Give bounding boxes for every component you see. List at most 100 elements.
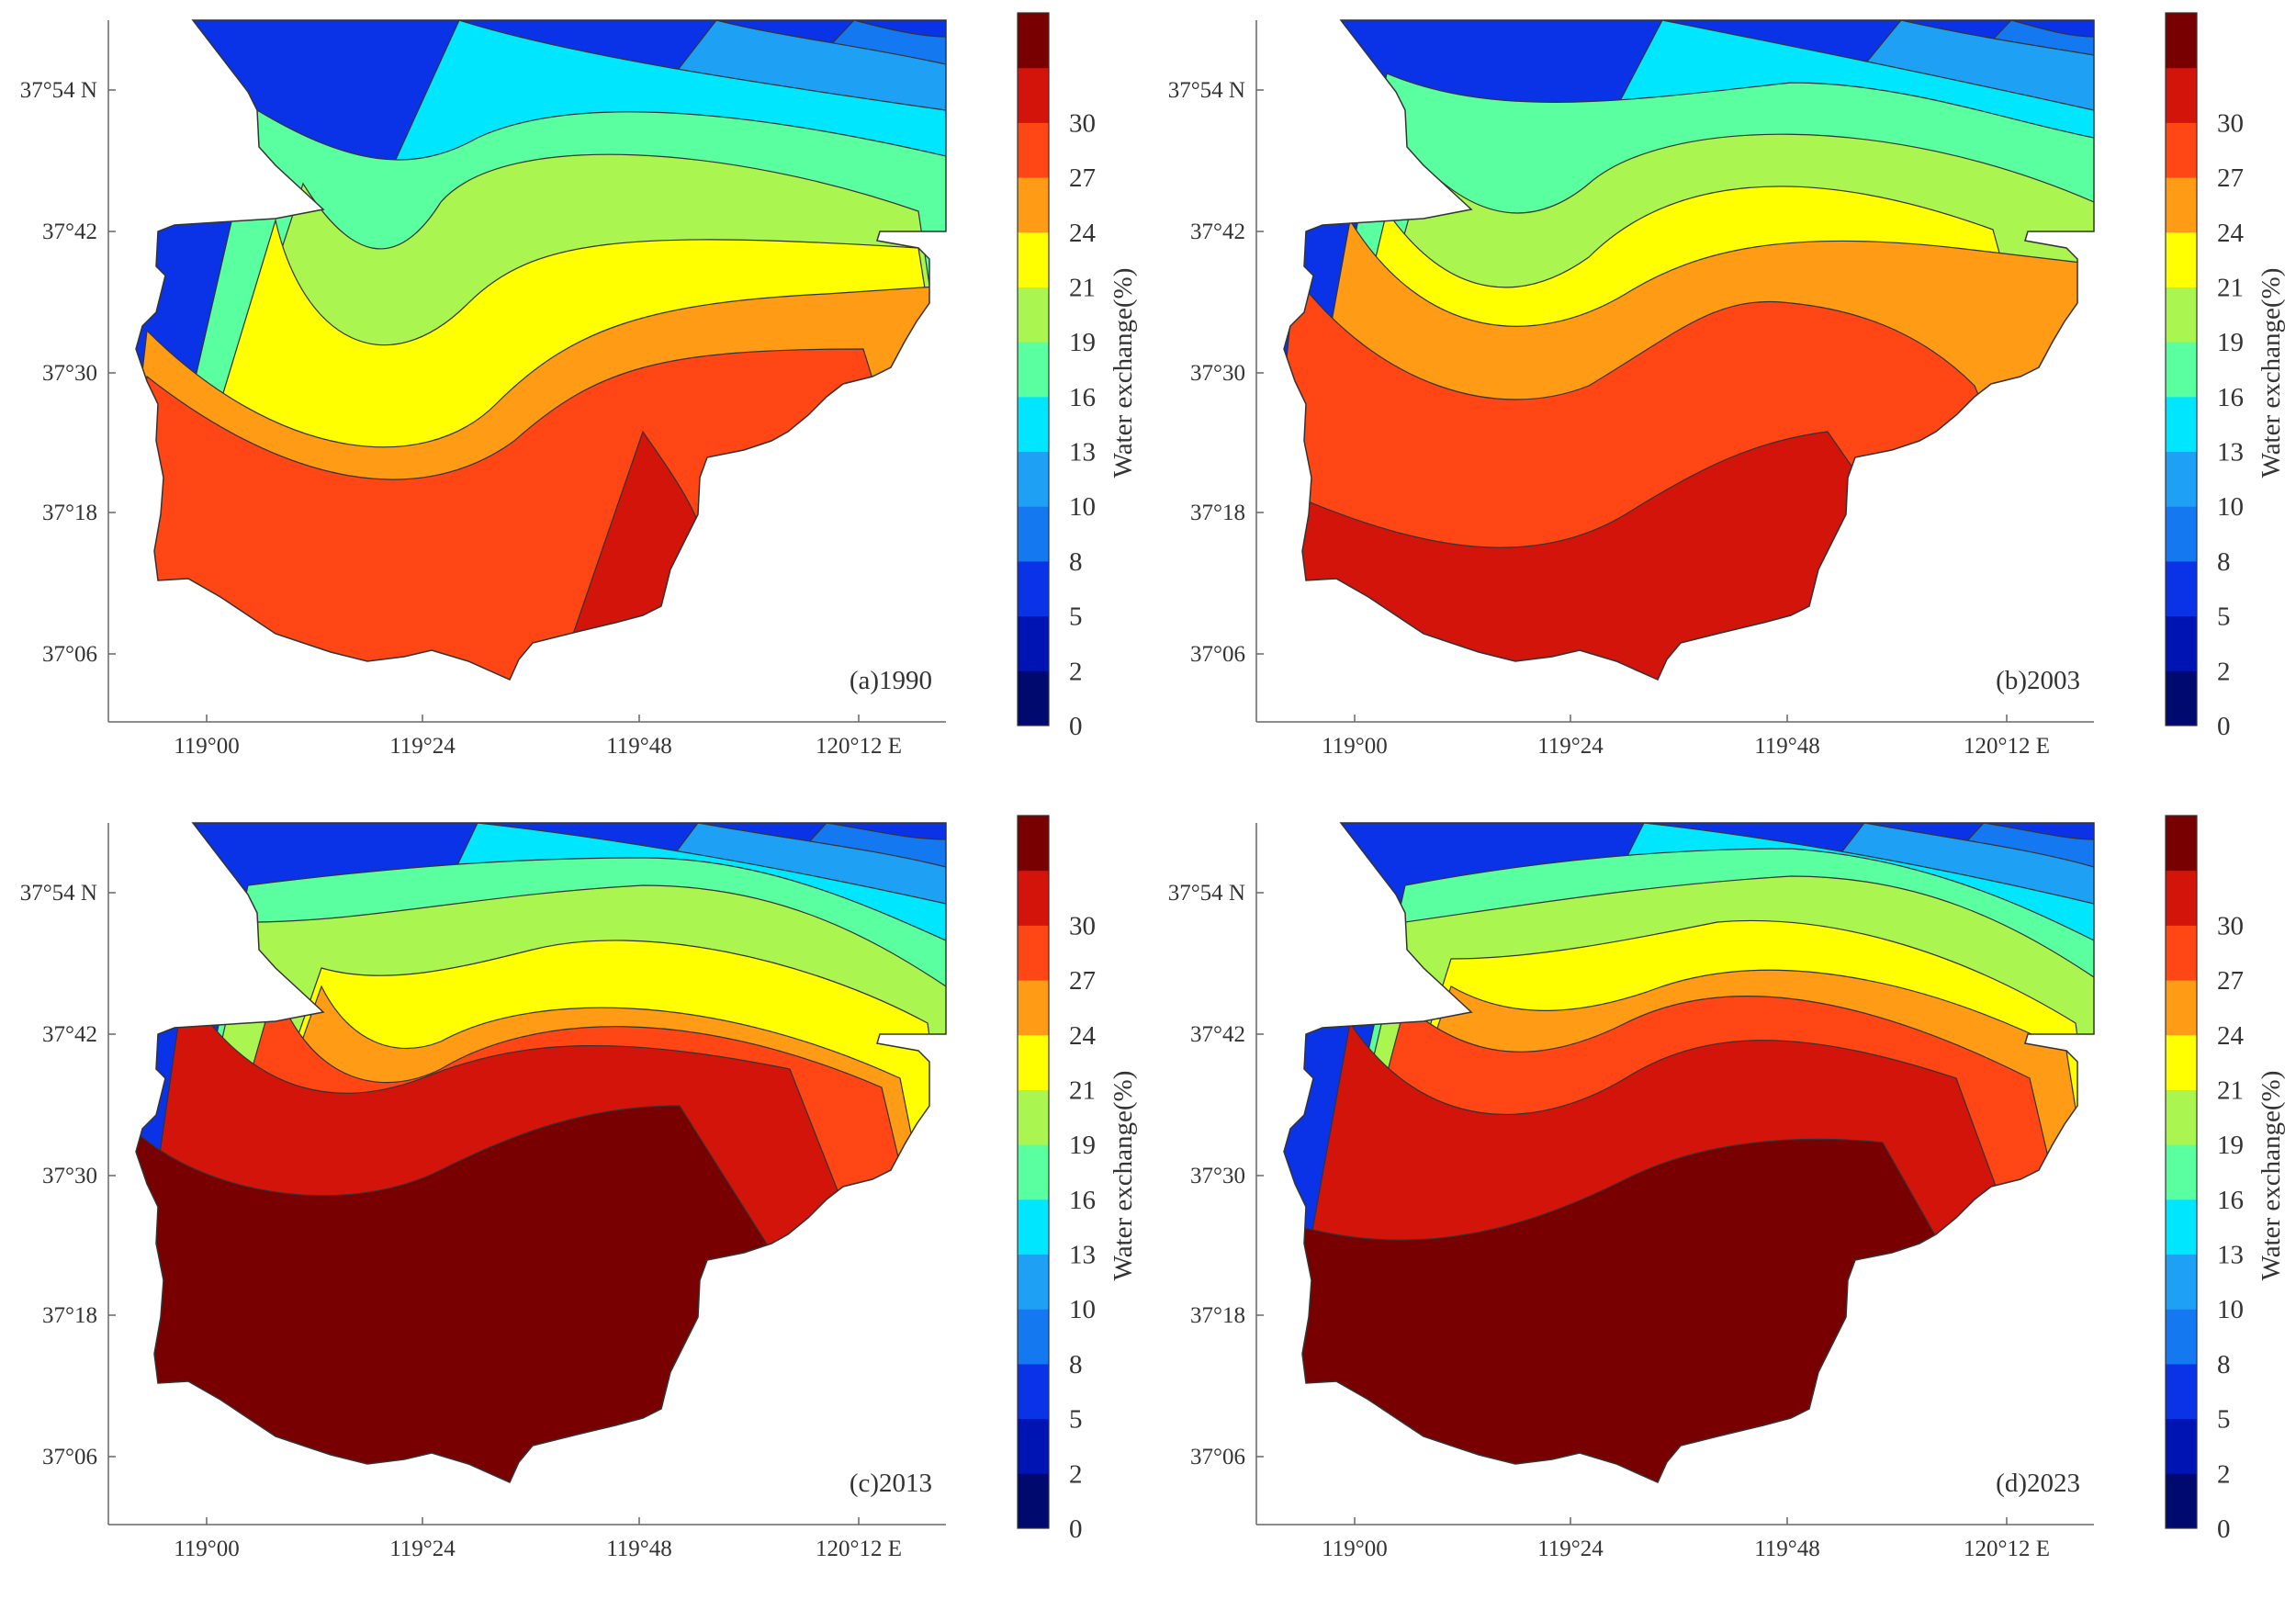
colorbar-tick-label: 10 (1069, 492, 1096, 522)
colorbar-swatch (1018, 615, 1049, 671)
colorbar-swatch (1018, 1034, 1049, 1090)
colorbar-tick-label: 16 (2217, 1186, 2244, 1215)
colorbar-frame (1017, 815, 1050, 1529)
panel-label: (c)2013 (850, 1469, 932, 1498)
y-tick-label: 37°42 (42, 220, 97, 244)
colorbar-tick-label: 27 (2217, 966, 2244, 996)
colorbar-swatch (2166, 1363, 2197, 1420)
colorbar-swatch (1018, 1199, 1049, 1255)
colorbar-tick-label: 21 (2217, 273, 2244, 302)
x-tick-label: 119°00 (174, 734, 240, 759)
colorbar-tick-label: 24 (1069, 1021, 1097, 1051)
colorbar-tick-label: 5 (1069, 602, 1083, 632)
colorbar-tick-label: 0 (1069, 712, 1083, 741)
colorbar-tick-label: 30 (2217, 108, 2244, 138)
x-tick-label: 120°12 E (816, 1537, 902, 1561)
colorbar-tick-label: 2 (1069, 657, 1083, 686)
y-tick-label: 37°18 (1190, 501, 1245, 525)
colorbar-tick-label: 0 (2217, 712, 2231, 741)
colorbar-swatch (1018, 816, 1049, 872)
axes-2003: 119°00 119°24 119°48 120°12 E 37°54 N 37°42 37… (1168, 20, 2094, 759)
colorbar-swatch (1018, 1144, 1049, 1200)
colorbar-tick-label: 10 (1069, 1295, 1096, 1324)
y-tick-label: 37°06 (1190, 642, 1245, 667)
colorbar-swatch (1018, 870, 1049, 926)
coastline-1990 (135, 19, 947, 681)
panel-2023: 119°00 119°24 119°48 120°12 E 37°54 N 37°42 37… (1148, 803, 2296, 1605)
colorbar-tick-label: 2 (1069, 1459, 1083, 1489)
colorbar-swatch (1018, 506, 1049, 562)
colorbar-tick-label: 16 (1069, 383, 1096, 412)
colorbar-tick-label: 30 (2217, 911, 2244, 940)
axes-2023: 119°00 119°24 119°48 120°12 E 37°54 N 37°42 37… (1168, 823, 2094, 1561)
colorbar-swatch (2166, 1089, 2197, 1145)
colorbar-swatch (2166, 1254, 2197, 1310)
x-tick-label: 119°48 (606, 1537, 672, 1561)
colorbar-swatch (2166, 925, 2197, 981)
colorbar-swatch (2166, 1034, 2197, 1090)
colorbar-tick-label: 21 (1069, 1075, 1096, 1105)
colorbar-swatch (1018, 287, 1049, 343)
colorbar-tick-label: 16 (2217, 383, 2244, 412)
colorbar-swatch (2166, 396, 2197, 453)
x-tick-label: 119°48 (1754, 1537, 1820, 1561)
y-tick-label: 37°30 (42, 1164, 97, 1188)
panel-2003: 119°00 119°24 119°48 120°12 E 37°54 N 37°42 37… (1148, 0, 2296, 803)
colorbar-swatch (1018, 670, 1049, 726)
colorbar: 0 2 5 8 10 13 16 19 21 24 27 30 Water exchange(%) (2165, 815, 2286, 1544)
colorbar-tick-label: 13 (1069, 438, 1096, 467)
y-tick-label: 37°18 (42, 501, 97, 525)
colorbar: 0 2 5 8 10 13 16 19 21 24 27 30 Water exchange(%) (1017, 12, 1138, 741)
x-tick-label: 119°24 (1537, 1537, 1604, 1561)
colorbar-tick-label: 27 (1069, 966, 1096, 996)
colorbar-tick-label: 13 (2217, 1241, 2244, 1270)
y-tick-label: 37°54 N (20, 881, 97, 906)
y-tick-label: 37°06 (42, 642, 97, 667)
colorbar-title: Water exchange(%) (1109, 1071, 1138, 1281)
map-2003: 119°00 119°24 119°48 120°12 E 37°54 N 37°42 37… (1168, 12, 2286, 759)
colorbar-swatch (2166, 670, 2197, 726)
x-tick-label: 119°48 (606, 734, 672, 759)
panel-2013: 119°00 119°24 119°48 120°12 E 37°54 N 37°42 37… (0, 803, 1148, 1605)
colorbar-tick-label: 19 (2217, 1131, 2244, 1160)
colorbar-swatch (2166, 870, 2197, 926)
colorbar-swatch (2166, 560, 2197, 617)
colorbar-tick-label: 10 (2217, 1295, 2244, 1324)
contour-bands-1990 (136, 20, 946, 680)
x-tick-label: 119°24 (1537, 734, 1604, 759)
colorbar-swatch (1018, 980, 1049, 1036)
coastline-2023 (1283, 822, 2095, 1483)
colorbar-swatch (1018, 231, 1049, 287)
colorbar-swatch (2166, 1144, 2197, 1200)
contour-band (1284, 431, 1976, 680)
x-tick-label: 119°00 (1322, 734, 1388, 759)
y-tick-label: 37°18 (42, 1303, 97, 1328)
colorbar-swatch (1018, 560, 1049, 617)
colorbar-tick-label: 24 (2217, 1021, 2245, 1051)
colorbar-swatch (2166, 287, 2197, 343)
axes-2013: 119°00 119°24 119°48 120°12 E 37°54 N 37°42 37… (20, 823, 946, 1561)
y-tick-label: 37°06 (1190, 1445, 1245, 1469)
coastline-2003 (1283, 19, 2095, 681)
colorbar-tick-label: 0 (2217, 1514, 2231, 1544)
colorbar-tick-label: 0 (1069, 1514, 1083, 1544)
colorbar-tick-label: 27 (2217, 163, 2244, 193)
colorbar-swatch (1018, 342, 1049, 398)
y-tick-label: 37°42 (1190, 220, 1245, 244)
x-tick-label: 119°00 (174, 1537, 240, 1561)
colorbar-tick-label: 8 (1069, 1350, 1083, 1379)
colorbar-swatch (2166, 980, 2197, 1036)
colorbar-tick-label: 27 (1069, 163, 1096, 193)
colorbar-swatch (1018, 177, 1049, 233)
colorbar-tick-label: 5 (1069, 1405, 1083, 1435)
colorbar-swatch (2166, 1473, 2197, 1529)
panel-label: (d)2023 (1996, 1469, 2080, 1498)
map-2023: 119°00 119°24 119°48 120°12 E 37°54 N 37°42 37… (1168, 815, 2286, 1561)
colorbar-swatch (1018, 451, 1049, 507)
colorbar-tick-label: 13 (1069, 1241, 1096, 1270)
colorbar-tick-label: 8 (2217, 547, 2231, 577)
colorbar-tick-label: 21 (2217, 1075, 2244, 1105)
colorbar-swatch (2166, 122, 2197, 178)
colorbar-swatch (2166, 1309, 2197, 1365)
colorbar-tick-label: 21 (1069, 273, 1096, 302)
